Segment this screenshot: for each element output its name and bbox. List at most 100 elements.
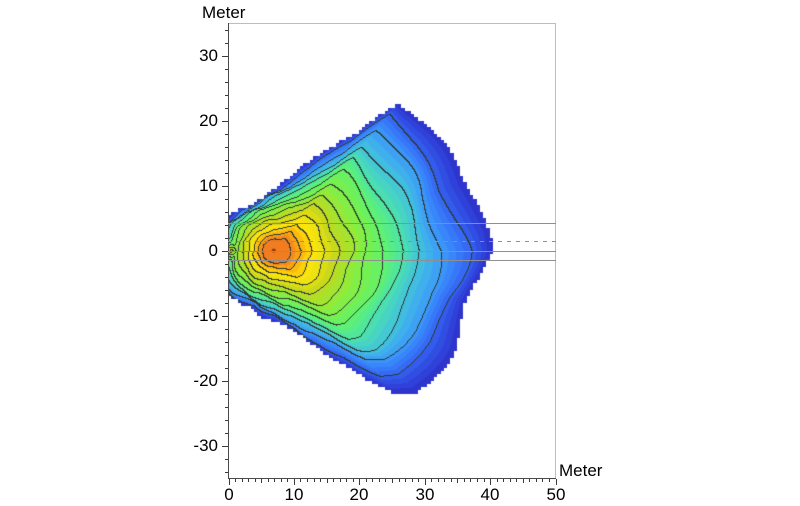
y-minor-tick	[225, 407, 228, 408]
y-major-tick	[222, 121, 228, 122]
y-minor-tick	[225, 472, 228, 473]
x-minor-tick	[242, 479, 243, 482]
x-major-tick	[294, 479, 295, 485]
x-minor-tick	[281, 479, 282, 482]
x-minor-tick	[503, 479, 504, 482]
x-minor-tick	[549, 479, 550, 482]
x-minor-tick	[307, 479, 308, 482]
x-minor-tick	[431, 479, 432, 482]
x-major-tick	[359, 479, 360, 485]
x-minor-tick	[418, 479, 419, 482]
x-minor-tick	[470, 479, 471, 482]
x-tick-label: 50	[546, 485, 566, 504]
y-tick-label: 10	[199, 176, 218, 195]
x-minor-tick	[529, 479, 530, 482]
x-minor-tick	[438, 479, 439, 482]
x-minor-tick	[287, 479, 288, 482]
x-minor-tick	[497, 479, 498, 482]
x-minor-tick	[510, 479, 511, 482]
y-axis-title: Meter	[202, 3, 246, 22]
y-minor-tick	[225, 238, 228, 239]
y-minor-tick	[225, 225, 228, 226]
x-tick-label: 10	[284, 485, 304, 504]
y-minor-tick	[225, 134, 228, 135]
y-major-tick	[222, 251, 228, 252]
y-minor-tick	[225, 433, 228, 434]
x-tick-label: 0	[224, 485, 234, 504]
x-minor-tick	[412, 479, 413, 482]
y-minor-tick	[225, 355, 228, 356]
x-axis-title: Meter	[559, 461, 603, 480]
y-minor-tick	[225, 303, 228, 304]
x-major-tick	[556, 479, 557, 485]
x-major-tick	[490, 479, 491, 485]
x-minor-tick	[536, 479, 537, 482]
x-minor-tick	[248, 479, 249, 482]
y-major-tick	[222, 186, 228, 187]
x-minor-tick	[314, 479, 315, 482]
y-minor-tick	[225, 147, 228, 148]
x-tick-label: 40	[480, 485, 500, 504]
y-minor-tick	[225, 329, 228, 330]
y-minor-tick	[225, 368, 228, 369]
x-tick-label: 20	[349, 485, 369, 504]
y-minor-tick	[225, 30, 228, 31]
reference-line	[228, 223, 556, 224]
y-minor-tick	[225, 43, 228, 44]
y-major-tick	[222, 446, 228, 447]
y-tick-label: -30	[193, 436, 218, 455]
x-minor-tick	[366, 479, 367, 482]
y-minor-tick	[225, 82, 228, 83]
y-minor-tick	[225, 69, 228, 70]
y-major-tick	[222, 316, 228, 317]
x-minor-tick	[542, 479, 543, 482]
x-minor-tick	[333, 479, 334, 482]
x-minor-tick	[300, 479, 301, 482]
x-minor-tick	[477, 479, 478, 482]
x-minor-tick	[372, 479, 373, 482]
y-major-tick	[222, 56, 228, 57]
x-minor-tick	[261, 479, 262, 483]
reference-line-dashed	[228, 241, 556, 242]
y-minor-tick	[225, 95, 228, 96]
x-minor-tick	[327, 479, 328, 483]
x-axis-line	[228, 478, 556, 479]
y-minor-tick	[225, 394, 228, 395]
reference-line	[228, 251, 556, 252]
x-tick-label: 30	[415, 485, 435, 504]
y-tick-label: -20	[193, 371, 218, 390]
x-minor-tick	[268, 479, 269, 482]
y-minor-tick	[225, 212, 228, 213]
y-tick-label: 30	[199, 46, 218, 65]
x-minor-tick	[340, 479, 341, 482]
x-minor-tick	[385, 479, 386, 482]
x-minor-tick	[464, 479, 465, 482]
y-minor-tick	[225, 420, 228, 421]
y-minor-tick	[225, 459, 228, 460]
y-major-tick	[222, 381, 228, 382]
y-tick-label: 20	[199, 111, 218, 130]
x-minor-tick	[451, 479, 452, 482]
x-minor-tick	[523, 479, 524, 483]
x-minor-tick	[320, 479, 321, 482]
x-minor-tick	[516, 479, 517, 482]
x-minor-tick	[255, 479, 256, 482]
y-minor-tick	[225, 173, 228, 174]
y-tick-label: -10	[193, 306, 218, 325]
contour-field-canvas	[228, 23, 555, 478]
x-minor-tick	[379, 479, 380, 482]
y-tick-label: 0	[208, 241, 218, 260]
y-minor-tick	[225, 264, 228, 265]
reference-line	[228, 260, 556, 261]
x-major-tick	[229, 479, 230, 485]
x-minor-tick	[457, 479, 458, 483]
x-minor-tick	[346, 479, 347, 482]
y-minor-tick	[225, 108, 228, 109]
x-minor-tick	[399, 479, 400, 482]
x-minor-tick	[405, 479, 406, 482]
x-major-tick	[425, 479, 426, 485]
y-minor-tick	[225, 160, 228, 161]
y-minor-tick	[225, 199, 228, 200]
x-minor-tick	[353, 479, 354, 482]
